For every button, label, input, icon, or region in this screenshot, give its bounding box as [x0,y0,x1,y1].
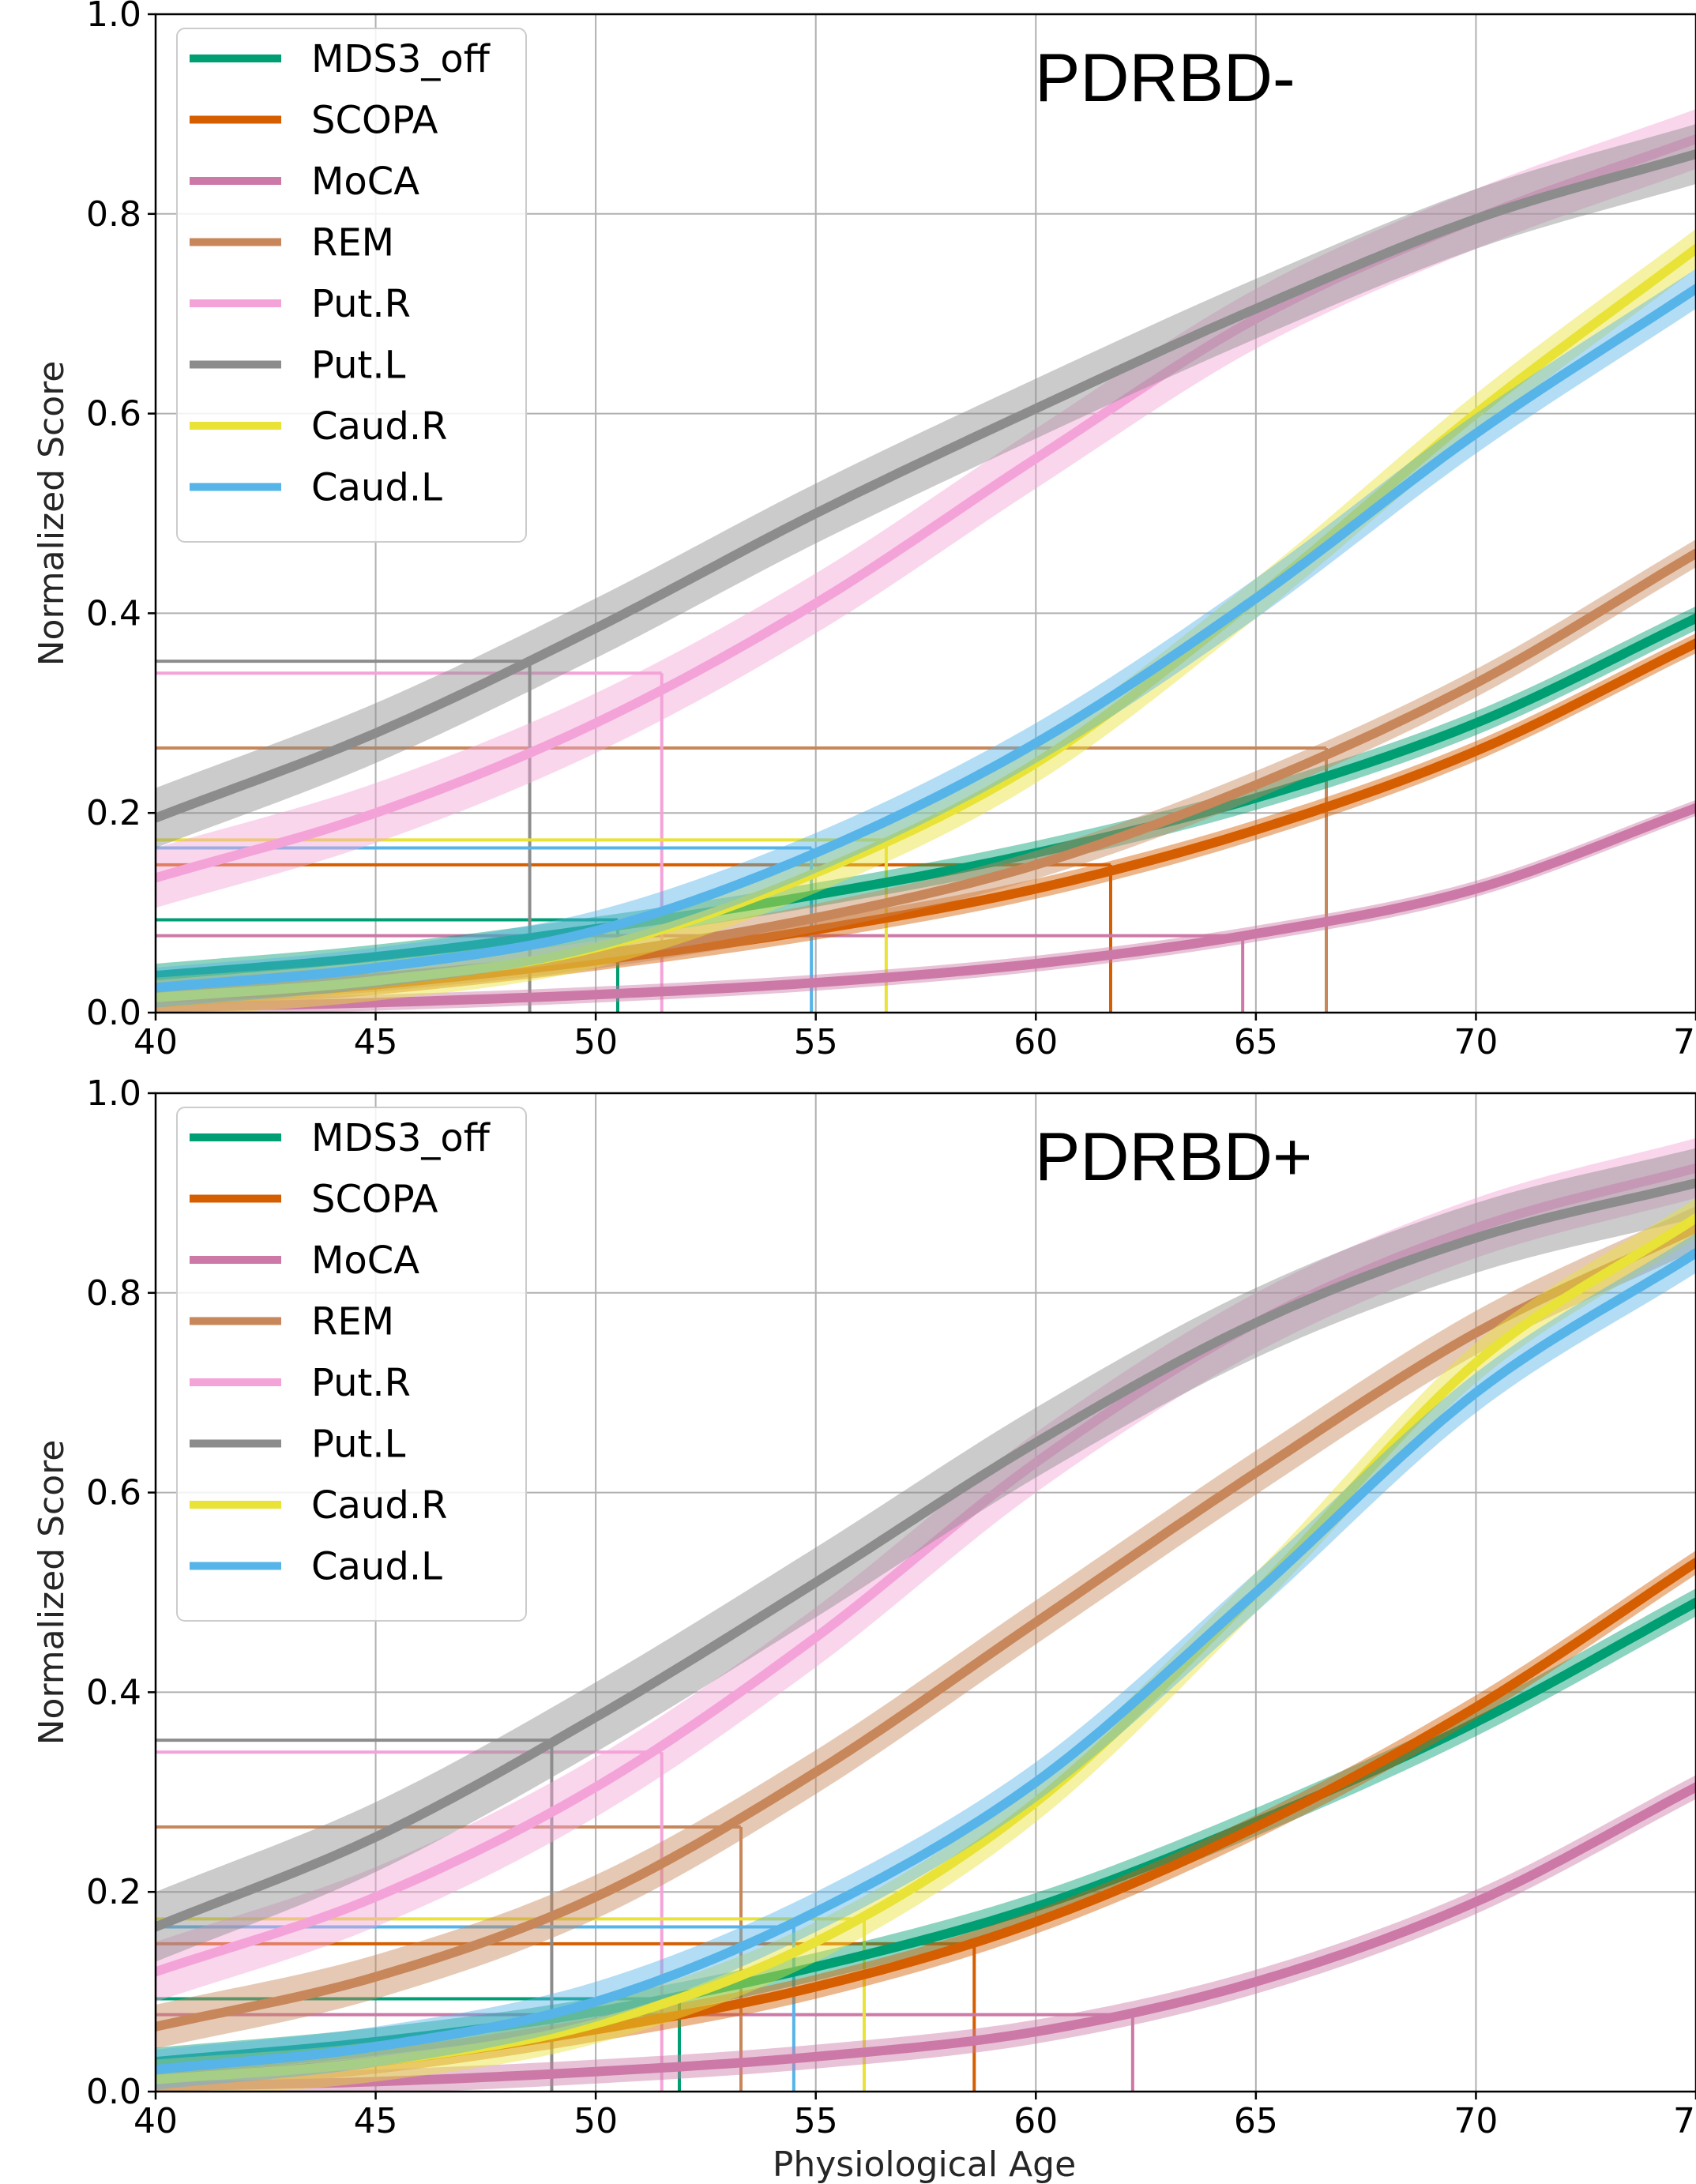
series-line-moca [156,803,1696,1013]
x-tick-label: 40 [133,1022,178,1062]
legend-label-scopa: SCOPA [311,1178,438,1222]
ci-band-rem [156,539,1696,1009]
y-tick-label: 0.4 [86,1672,141,1712]
x-tick-label: 65 [1234,2101,1278,2141]
x-tick-label: 65 [1234,1022,1278,1062]
axes-frame [154,13,1696,1014]
series-line-caud-l [156,284,1696,993]
y-tick-label: 1.0 [86,1073,141,1114]
panel-title: PDRBD+ [1035,1119,1312,1195]
y-axis-label: Normalized Score [32,361,72,667]
x-tick-label: 45 [354,1022,398,1062]
panel-title: PDRBD- [1035,40,1296,116]
legend-box [176,1107,527,1622]
x-tick-label: 70 [1453,2101,1498,2141]
y-tick-label: 0.8 [86,194,141,235]
y-tick-label: 0.0 [86,993,141,1033]
y-tick-label: 0.2 [86,1872,141,1912]
x-tick-label: 7 [1673,1022,1695,1062]
series-line-rem [156,1223,1696,2032]
legend-label-caud-l: Caud.L [311,1545,442,1589]
panel-2: 40 45 50 55 60 65 70 7 0.0 0.2 0.4 0.6 0.8 1.0 Normali… [32,1073,1696,2184]
y-tick-label: 0.0 [86,2072,141,2112]
x-tick-label: 60 [1013,1022,1058,1062]
legend: MDS3_off SCOPA MoCA REM Put.R Put.L Caud.R Caud… [176,28,527,543]
series-line-caud-l [156,1248,1696,2075]
series-line-rem [156,548,1696,1000]
y-tick-label: 0.4 [86,593,141,633]
series-line-moca [156,1782,1696,2092]
legend-label-mds3-off: MDS3_off [311,1116,491,1160]
ci-band-rem [156,1205,1696,2049]
ci-band-put-l [156,124,1696,848]
y-axis-label: Normalized Score [32,1440,72,1746]
plot-area [156,109,1696,1013]
x-tick-label: 40 [133,2101,178,2141]
x-tick-label: 7 [1673,2101,1695,2141]
x-tick-label: 55 [794,2101,838,2141]
legend-label-moca: MoCA [311,160,419,204]
x-axis-label: Physiological Age [773,2145,1076,2184]
axes-frame [154,1092,1696,2093]
legend-label-scopa: SCOPA [311,99,438,143]
legend-label-put-l: Put.L [311,344,406,388]
legend-label-rem: REM [311,1300,394,1344]
x-tick-label: 50 [573,1022,618,1062]
panel-1: 40 45 50 55 60 65 70 7 0.0 0.2 0.4 0.6 0.8 1.0 Normali… [32,0,1696,1062]
x-tick-label: 55 [794,1022,838,1062]
legend-label-caud-r: Caud.R [311,1483,447,1528]
legend-label-put-r: Put.R [311,1361,411,1405]
legend-label-moca: MoCA [311,1239,419,1283]
y-tick-label: 0.8 [86,1273,141,1314]
series-line-caud-r [156,1213,1696,2084]
series-line-mds3-off [156,613,1696,981]
ci-band-put-r [156,109,1696,908]
y-tick-label: 0.6 [86,394,141,434]
legend-label-rem: REM [311,221,394,265]
x-tick-label: 70 [1453,1022,1498,1062]
ci-band-put-r [156,1137,1696,2002]
plot-area [156,1137,1696,2092]
legend-label-caud-l: Caud.L [311,466,442,510]
ci-band-put-l [156,1148,1696,1962]
x-tick-label: 50 [573,2101,618,2141]
series-line-put-r [156,1163,1696,1977]
legend-box [176,28,527,543]
legend-label-put-r: Put.R [311,282,411,326]
legend-label-caud-r: Caud.R [311,404,447,449]
legend-label-mds3-off: MDS3_off [311,37,491,81]
y-tick-label: 0.6 [86,1473,141,1513]
series-line-caud-r [156,244,1696,1002]
legend-label-put-l: Put.L [311,1423,406,1467]
y-tick-label: 1.0 [86,0,141,35]
series-line-put-l [156,1178,1696,1932]
series-line-put-l [156,149,1696,823]
x-tick-label: 60 [1013,2101,1058,2141]
legend: MDS3_off SCOPA MoCA REM Put.R Put.L Caud.R Caud… [176,1107,527,1622]
y-tick-label: 0.2 [86,793,141,833]
x-tick-label: 45 [354,2101,398,2141]
